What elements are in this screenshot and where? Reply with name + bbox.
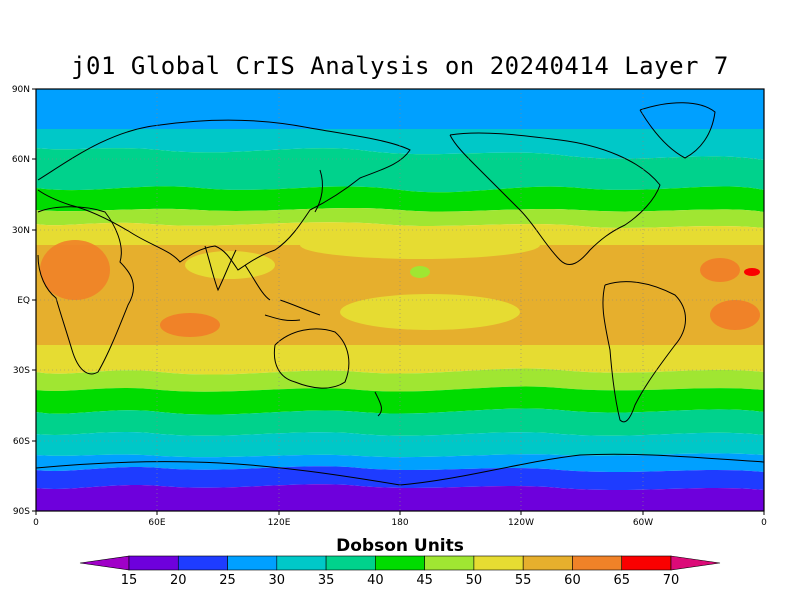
colorbar-swatch bbox=[325, 555, 376, 571]
lon-tick-label: 0 bbox=[33, 518, 39, 528]
coast-eurasia bbox=[37, 119, 411, 271]
band-subpolar-north bbox=[36, 129, 764, 160]
blob-orange-atlantic bbox=[710, 300, 760, 330]
colorbar-label: 55 bbox=[515, 573, 532, 588]
map-title: j01 Global CrIS Analysis on 20240414 Lay… bbox=[71, 52, 729, 80]
lon-tick-label: 60W bbox=[633, 518, 653, 528]
colorbar-label: 20 bbox=[170, 573, 187, 588]
coast-north-america bbox=[449, 132, 661, 265]
lon-tick-label: 120W bbox=[508, 518, 534, 528]
band-cyan-south bbox=[36, 432, 764, 458]
band-mid-north bbox=[36, 148, 764, 193]
band-jet-north bbox=[36, 186, 764, 212]
lat-tick-label: 60N bbox=[12, 155, 30, 165]
lat-axis: 90N 60N 30N EQ 30S 60S 90S bbox=[12, 85, 36, 517]
lat-tick-label: 60S bbox=[13, 437, 30, 447]
colorbar-swatch bbox=[128, 555, 179, 571]
colorbar-label: 65 bbox=[613, 573, 630, 588]
band-blue-south bbox=[36, 453, 764, 472]
lat-tick-label: EQ bbox=[17, 296, 30, 306]
blob-orange-indian bbox=[160, 313, 220, 337]
coast-india bbox=[204, 245, 237, 292]
heatmap-field bbox=[36, 89, 764, 511]
colorbar-title: Dobson Units bbox=[336, 536, 464, 556]
colorbar-swatch bbox=[522, 555, 573, 571]
lat-tick-label: 30N bbox=[12, 226, 30, 236]
lat-lon-grid bbox=[36, 89, 764, 511]
coast-south-america bbox=[602, 281, 686, 423]
lon-tick-label: 120E bbox=[268, 518, 291, 528]
lon-tick-label: 180 bbox=[391, 518, 408, 528]
band-lightgreen-south bbox=[36, 368, 764, 392]
colorbar-swatch bbox=[276, 555, 327, 571]
blob-yellow-pacific-north bbox=[300, 231, 540, 259]
lat-tick-label: 90N bbox=[12, 85, 30, 95]
band-darkblue-south bbox=[36, 466, 764, 490]
coast-seasia bbox=[244, 264, 321, 321]
colorbar-max-arrow bbox=[670, 555, 721, 571]
colorbar-label: 15 bbox=[121, 573, 138, 588]
colorbar-swatch bbox=[473, 555, 524, 571]
lon-axis: 0 60E 120E 180 120W 60W 0 bbox=[33, 511, 767, 528]
band-lightgreen-north bbox=[36, 208, 764, 228]
band-yellow-south bbox=[36, 345, 764, 375]
colorbar-label: 70 bbox=[663, 573, 680, 588]
lon-tick-label: 60E bbox=[148, 518, 165, 528]
blob-orange-amazon bbox=[700, 258, 740, 282]
colorbar-label: 25 bbox=[219, 573, 236, 588]
colorbar-swatch bbox=[424, 555, 475, 571]
coast-japan bbox=[314, 169, 323, 213]
colorbar-label: 35 bbox=[318, 573, 335, 588]
lon-tick-label: 0 bbox=[761, 518, 767, 528]
colorbar-swatch bbox=[572, 555, 623, 571]
colorbar-min-arrow bbox=[79, 555, 130, 571]
colorbar-swatch bbox=[375, 555, 425, 571]
colorbar-label: 45 bbox=[416, 573, 433, 588]
band-jet-south bbox=[36, 386, 764, 415]
coast-greenland bbox=[639, 102, 716, 159]
lat-tick-label: 90S bbox=[13, 507, 30, 517]
blob-yellow-pacific-south bbox=[340, 294, 520, 330]
colorbar-swatch bbox=[227, 555, 278, 571]
coast-nz bbox=[374, 391, 382, 417]
blob-lightgreen-pacific bbox=[410, 266, 430, 278]
colorbar-label: 30 bbox=[269, 573, 286, 588]
blob-red-atlantic bbox=[744, 268, 760, 276]
colorbar-label: 50 bbox=[466, 573, 483, 588]
coast-australia bbox=[273, 328, 350, 389]
blob-yellow-india bbox=[185, 251, 275, 279]
colorbar-swatch bbox=[621, 555, 672, 571]
coast-africa bbox=[37, 206, 134, 375]
band-teal-south bbox=[36, 408, 764, 436]
colorbar-label: 60 bbox=[564, 573, 581, 588]
colorbar: 15 20 25 30 35 40 45 50 55 60 65 70 bbox=[79, 555, 721, 588]
colorbar-swatch bbox=[177, 555, 228, 571]
lat-tick-label: 30S bbox=[13, 366, 30, 376]
blob-orange-africa bbox=[40, 240, 110, 300]
colorbar-label: 40 bbox=[367, 573, 384, 588]
